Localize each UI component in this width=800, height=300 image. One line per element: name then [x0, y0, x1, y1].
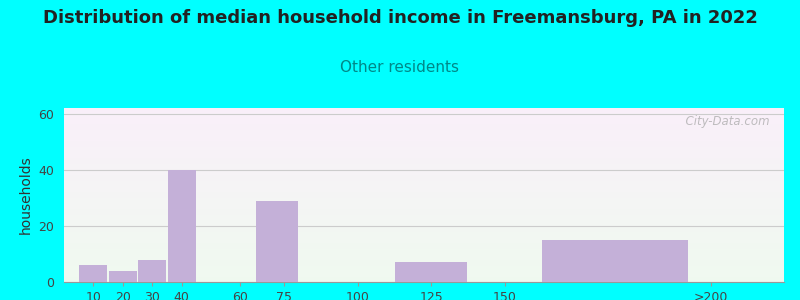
- Bar: [138, 260, 166, 282]
- Bar: [109, 271, 137, 282]
- Bar: [79, 265, 107, 282]
- Bar: [167, 170, 195, 282]
- Bar: [256, 201, 298, 282]
- Y-axis label: households: households: [19, 156, 33, 234]
- Text: Other residents: Other residents: [341, 60, 459, 75]
- Bar: [395, 262, 467, 282]
- Bar: [542, 240, 688, 282]
- Text: Distribution of median household income in Freemansburg, PA in 2022: Distribution of median household income …: [42, 9, 758, 27]
- Text: City-Data.com: City-Data.com: [678, 115, 770, 128]
